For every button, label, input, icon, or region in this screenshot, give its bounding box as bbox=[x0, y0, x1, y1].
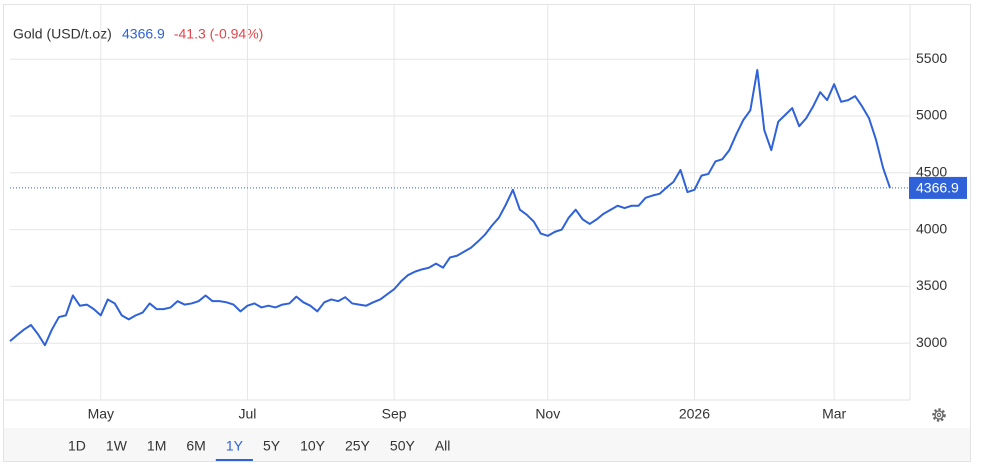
gear-body bbox=[934, 410, 944, 420]
range-button[interactable]: 1W bbox=[106, 438, 128, 454]
settings-icon[interactable] bbox=[932, 408, 946, 422]
x-tick-label: 2026 bbox=[679, 406, 710, 422]
last-price: 4366.9 bbox=[122, 26, 165, 42]
price-change: -41.3 (-0.94%) bbox=[174, 26, 263, 42]
price-line bbox=[9, 68, 891, 347]
y-tick-label: 3000 bbox=[916, 334, 947, 350]
range-button[interactable]: All bbox=[435, 438, 451, 454]
y-tick-label: 4500 bbox=[916, 164, 947, 180]
range-button[interactable]: 1Y bbox=[226, 438, 244, 454]
x-tick-label: Nov bbox=[535, 406, 560, 422]
range-bar bbox=[4, 428, 970, 461]
last-price-label: 4366.9 bbox=[916, 180, 959, 196]
frame bbox=[3, 4, 971, 462]
range-button[interactable]: 6M bbox=[186, 438, 205, 454]
range-button[interactable]: 1D bbox=[68, 438, 86, 454]
y-tick-label: 5000 bbox=[916, 107, 947, 123]
x-tick-label: Mar bbox=[822, 406, 846, 422]
gear-teeth bbox=[932, 408, 946, 422]
range-button[interactable]: 10Y bbox=[300, 438, 326, 454]
chart-title: Gold (USD/t.oz) bbox=[13, 26, 112, 42]
range-button[interactable]: 5Y bbox=[263, 438, 281, 454]
y-tick-label: 3500 bbox=[916, 277, 947, 293]
y-tick-label: 5500 bbox=[916, 50, 947, 66]
y-tick-label: 4000 bbox=[916, 220, 947, 236]
x-tick-label: May bbox=[88, 406, 114, 422]
grid-layer bbox=[10, 5, 910, 400]
range-button[interactable]: 25Y bbox=[345, 438, 371, 454]
range-button[interactable]: 1M bbox=[147, 438, 166, 454]
x-tick-label: Sep bbox=[382, 406, 407, 422]
gear-hole bbox=[936, 412, 942, 418]
range-button[interactable]: 50Y bbox=[390, 438, 416, 454]
x-tick-label: Jul bbox=[239, 406, 257, 422]
last-price-badge bbox=[909, 176, 967, 199]
